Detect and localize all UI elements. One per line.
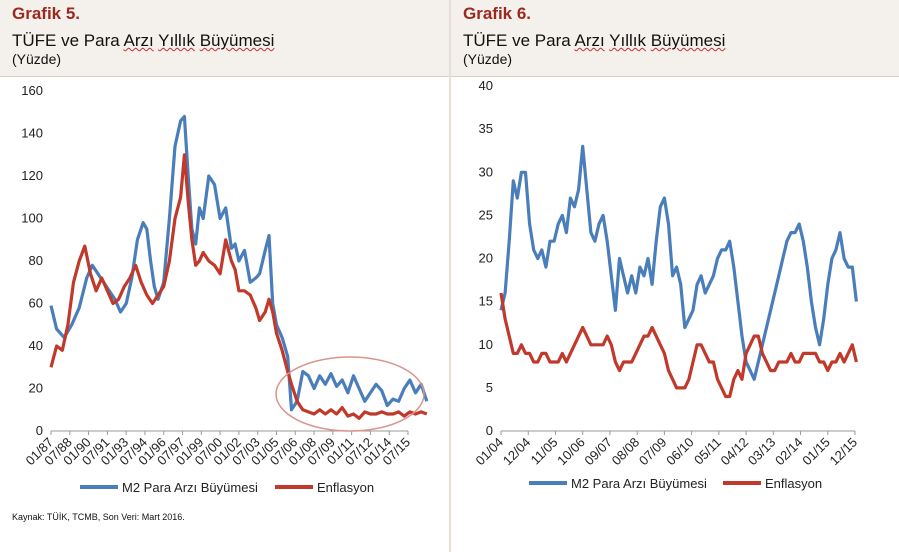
- chart-svg-right: 0 5 10 15 20 25 30 35 40 01/0412/0411/0510/0609/0…: [473, 78, 861, 491]
- x-tick-label: 11/05: [528, 435, 561, 468]
- y-tick-label: 80: [29, 253, 43, 268]
- x-tick-label: 03/13: [745, 435, 779, 469]
- x-tick-label: 05/11: [691, 435, 724, 468]
- x-tick-label: 01/15: [799, 435, 833, 469]
- series-line-m2: [49, 114, 429, 412]
- chart-panel-left: Grafik 5. TÜFE ve Para Arzı Yıllık Büyüm…: [0, 0, 449, 552]
- y-tick-label: 0: [486, 423, 493, 438]
- chart-number-left: Grafik 5.: [12, 4, 81, 23]
- y-tick-label: 20: [479, 251, 493, 266]
- x-tick-label: 06/10: [663, 435, 697, 469]
- x-tick-label: 12/15: [827, 435, 861, 469]
- x-tick-label: 04/12: [718, 435, 752, 469]
- x-tick-label: 09/07: [581, 435, 615, 469]
- x-tick-label: 08/08: [609, 435, 643, 469]
- series-line-enflasyon: [499, 292, 858, 399]
- title-part: Yıllık: [609, 31, 646, 50]
- series-line-m2: [499, 144, 858, 381]
- y-tick-label: 40: [29, 338, 43, 353]
- y-tick-label: 5: [486, 380, 493, 395]
- x-tick-label: 01/04: [473, 435, 507, 469]
- title-part: Arzı: [574, 31, 605, 50]
- y-tick-label: 10: [479, 337, 493, 352]
- chart-subtitle-left: (Yüzde): [12, 51, 62, 67]
- series-line-enflasyon: [49, 153, 428, 420]
- highlight-ellipse: [275, 356, 425, 432]
- y-tick-label: 100: [21, 211, 43, 226]
- x-tick-label: 12/04: [500, 435, 534, 469]
- y-tick-label: 120: [21, 168, 43, 183]
- y-tick-label: 15: [479, 294, 493, 309]
- chart-number-right: Grafik 6.: [463, 4, 532, 23]
- y-tick-label: 20: [29, 381, 43, 396]
- y-tick-label: 35: [479, 121, 493, 136]
- y-tick-label: 25: [479, 207, 493, 222]
- y-tick-label: 30: [479, 164, 493, 179]
- chart-subtitle-right: (Yüzde): [463, 51, 513, 67]
- x-tick-label: 02/14: [772, 435, 806, 469]
- title-part: Arzı: [123, 31, 154, 50]
- chart-header-right: Grafik 6. TÜFE ve Para Arzı Yıllık Büyüm…: [451, 0, 899, 77]
- y-tick-label: 160: [21, 83, 43, 98]
- title-part: Büyümesi: [199, 31, 275, 50]
- title-part: Yıllık: [158, 31, 195, 50]
- source-note: Kaynak: TÜİK, TCMB, Son Veri: Mart 2016.: [12, 512, 185, 522]
- title-part: TÜFE ve Para: [463, 31, 575, 50]
- y-tick-label: 140: [21, 126, 43, 141]
- y-tick-label: 0: [36, 423, 43, 438]
- legend-label: Enflasyon: [765, 476, 822, 491]
- y-tick-label: 40: [479, 78, 493, 93]
- x-tick-label: 07/09: [636, 435, 670, 469]
- chart-header-left: Grafik 5. TÜFE ve Para Arzı Yıllık Büyüm…: [0, 0, 449, 77]
- panel-divider: [449, 0, 451, 552]
- chart-title-left: TÜFE ve Para Arzı Yıllık Büyümesi: [12, 31, 274, 51]
- title-part: Büyümesi: [650, 31, 726, 50]
- chart-title-right: TÜFE ve Para Arzı Yıllık Büyümesi: [463, 31, 725, 51]
- title-part: TÜFE ve Para: [12, 31, 124, 50]
- chart-svg-left: 02040608010012014016001/8707/8801/9007/9…: [21, 83, 429, 495]
- legend-label: M2 Para Arzı Büyümesi: [122, 480, 258, 495]
- legend-label: M2 Para Arzı Büyümesi: [571, 476, 707, 491]
- legend-label: Enflasyon: [317, 480, 374, 495]
- chart-panel-right: Grafik 6. TÜFE ve Para Arzı Yıllık Büyüm…: [451, 0, 899, 552]
- y-tick-label: 60: [29, 296, 43, 311]
- x-tick-label: 10/06: [554, 435, 588, 469]
